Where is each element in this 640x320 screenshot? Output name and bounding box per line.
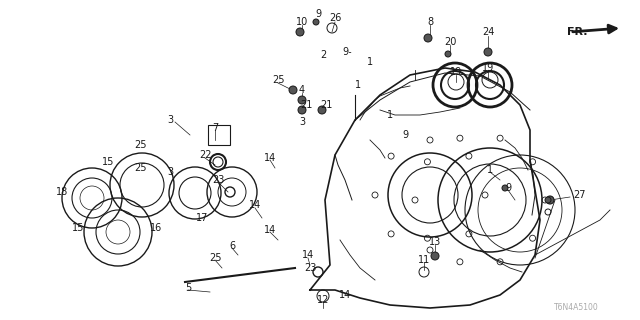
- Circle shape: [296, 28, 304, 36]
- Text: 24: 24: [482, 27, 494, 37]
- Text: 9: 9: [315, 9, 321, 19]
- Text: 13: 13: [429, 237, 441, 247]
- Text: 22: 22: [199, 150, 211, 160]
- Text: 25: 25: [209, 253, 221, 263]
- Circle shape: [484, 48, 492, 56]
- Circle shape: [313, 19, 319, 25]
- Text: 25: 25: [134, 163, 147, 173]
- Text: 2: 2: [320, 50, 326, 60]
- Text: 8: 8: [427, 17, 433, 27]
- Text: 21: 21: [320, 100, 332, 110]
- Text: 12: 12: [317, 295, 329, 305]
- Text: T6N4A5100: T6N4A5100: [554, 303, 598, 313]
- Text: 10: 10: [296, 17, 308, 27]
- Circle shape: [445, 51, 451, 57]
- Text: 1: 1: [367, 57, 373, 67]
- Circle shape: [318, 106, 326, 114]
- Text: 26: 26: [329, 13, 341, 23]
- Text: 27: 27: [573, 190, 586, 200]
- Text: 25: 25: [272, 75, 284, 85]
- Circle shape: [502, 185, 508, 191]
- Text: 4: 4: [299, 85, 305, 95]
- Text: 3: 3: [167, 115, 173, 125]
- Circle shape: [289, 86, 297, 94]
- Text: 5: 5: [185, 283, 191, 293]
- Text: 14: 14: [264, 153, 276, 163]
- Text: 15: 15: [72, 223, 84, 233]
- Bar: [208, 125, 230, 145]
- Text: 14: 14: [264, 225, 276, 235]
- Text: 21: 21: [300, 100, 312, 110]
- Text: 9-: 9-: [342, 47, 352, 57]
- Text: 9: 9: [402, 130, 408, 140]
- Text: FR.: FR.: [567, 27, 588, 37]
- Text: 16: 16: [150, 223, 162, 233]
- Text: 1: 1: [487, 165, 493, 175]
- Circle shape: [298, 96, 306, 104]
- Text: 3: 3: [299, 117, 305, 127]
- Text: 17: 17: [196, 213, 208, 223]
- Text: 1: 1: [387, 110, 393, 120]
- Circle shape: [424, 34, 432, 42]
- Text: 7: 7: [212, 123, 218, 133]
- Text: 25: 25: [134, 140, 147, 150]
- Text: 9: 9: [505, 183, 511, 193]
- Text: 20: 20: [444, 37, 456, 47]
- Circle shape: [431, 252, 439, 260]
- Text: 1: 1: [355, 80, 361, 90]
- Text: 18: 18: [56, 187, 68, 197]
- Text: 14: 14: [339, 290, 351, 300]
- Circle shape: [298, 106, 306, 114]
- Text: 6: 6: [229, 241, 235, 251]
- Text: 14: 14: [249, 200, 261, 210]
- Text: 19: 19: [482, 63, 494, 73]
- Circle shape: [546, 196, 554, 204]
- Text: 14: 14: [302, 250, 314, 260]
- Text: 15: 15: [102, 157, 114, 167]
- Text: 23: 23: [212, 175, 224, 185]
- Text: 19: 19: [450, 67, 462, 77]
- Text: 11: 11: [418, 255, 430, 265]
- Text: 23: 23: [304, 263, 316, 273]
- Circle shape: [545, 197, 551, 203]
- Text: 3: 3: [167, 167, 173, 177]
